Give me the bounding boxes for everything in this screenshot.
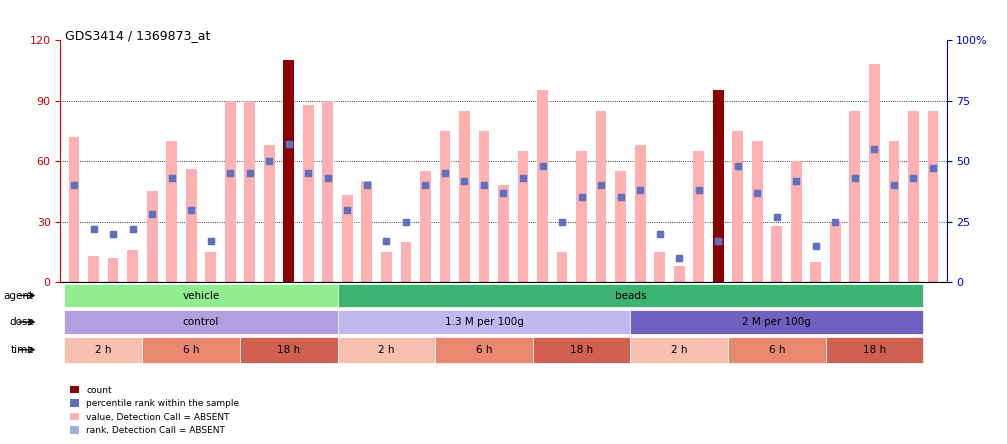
Bar bbox=[596, 111, 606, 282]
Text: 18 h: 18 h bbox=[277, 345, 300, 355]
Bar bbox=[401, 242, 411, 282]
FancyBboxPatch shape bbox=[533, 337, 630, 363]
Text: time: time bbox=[10, 345, 34, 355]
Bar bbox=[478, 131, 489, 282]
Bar bbox=[322, 100, 333, 282]
Bar bbox=[908, 111, 918, 282]
Bar bbox=[283, 60, 294, 282]
Text: agent: agent bbox=[4, 290, 34, 301]
Bar bbox=[68, 137, 80, 282]
Bar bbox=[89, 256, 99, 282]
Bar bbox=[362, 181, 373, 282]
Bar bbox=[264, 145, 275, 282]
Text: control: control bbox=[182, 317, 220, 327]
FancyBboxPatch shape bbox=[630, 337, 728, 363]
Bar bbox=[245, 100, 255, 282]
FancyBboxPatch shape bbox=[240, 337, 337, 363]
Bar bbox=[440, 131, 450, 282]
Bar bbox=[147, 191, 157, 282]
Bar bbox=[420, 171, 431, 282]
Bar bbox=[732, 131, 743, 282]
Text: 2 M per 100g: 2 M per 100g bbox=[742, 317, 812, 327]
Bar bbox=[655, 252, 665, 282]
Text: 2 h: 2 h bbox=[671, 345, 688, 355]
Bar bbox=[381, 252, 392, 282]
Bar bbox=[576, 151, 587, 282]
Text: vehicle: vehicle bbox=[182, 290, 220, 301]
Bar bbox=[186, 169, 196, 282]
Text: 2 h: 2 h bbox=[95, 345, 112, 355]
Bar bbox=[518, 151, 529, 282]
FancyBboxPatch shape bbox=[64, 284, 337, 308]
Bar bbox=[927, 111, 939, 282]
Bar bbox=[108, 258, 119, 282]
Bar bbox=[459, 111, 470, 282]
Bar bbox=[694, 151, 704, 282]
Text: 6 h: 6 h bbox=[183, 345, 199, 355]
FancyBboxPatch shape bbox=[826, 337, 923, 363]
FancyBboxPatch shape bbox=[337, 284, 923, 308]
Text: GDS3414 / 1369873_at: GDS3414 / 1369873_at bbox=[65, 29, 210, 42]
Bar bbox=[615, 171, 626, 282]
Bar bbox=[674, 266, 685, 282]
Text: dose: dose bbox=[9, 317, 34, 327]
Bar bbox=[166, 141, 177, 282]
Bar bbox=[830, 222, 841, 282]
Bar bbox=[771, 226, 782, 282]
Bar bbox=[850, 111, 860, 282]
Bar bbox=[205, 252, 217, 282]
FancyBboxPatch shape bbox=[337, 310, 630, 334]
FancyBboxPatch shape bbox=[435, 337, 533, 363]
Text: 6 h: 6 h bbox=[475, 345, 492, 355]
FancyBboxPatch shape bbox=[64, 310, 337, 334]
Bar bbox=[225, 100, 236, 282]
Text: 18 h: 18 h bbox=[863, 345, 886, 355]
Bar bbox=[303, 105, 313, 282]
Bar bbox=[537, 91, 548, 282]
Bar bbox=[498, 185, 509, 282]
Bar bbox=[869, 64, 880, 282]
Bar bbox=[634, 145, 645, 282]
FancyBboxPatch shape bbox=[728, 337, 826, 363]
Bar bbox=[557, 252, 567, 282]
Bar bbox=[790, 161, 802, 282]
Bar bbox=[127, 250, 138, 282]
Legend: count, percentile rank within the sample, value, Detection Call = ABSENT, rank, : count, percentile rank within the sample… bbox=[69, 385, 240, 435]
Bar bbox=[752, 141, 762, 282]
FancyBboxPatch shape bbox=[630, 310, 923, 334]
Bar bbox=[283, 60, 294, 282]
FancyBboxPatch shape bbox=[337, 337, 435, 363]
Bar bbox=[342, 195, 352, 282]
Text: 2 h: 2 h bbox=[379, 345, 395, 355]
Text: 1.3 M per 100g: 1.3 M per 100g bbox=[444, 317, 524, 327]
Bar bbox=[713, 91, 724, 282]
Bar bbox=[713, 242, 724, 282]
Bar bbox=[811, 262, 821, 282]
Text: 6 h: 6 h bbox=[768, 345, 785, 355]
FancyBboxPatch shape bbox=[142, 337, 240, 363]
Text: 18 h: 18 h bbox=[570, 345, 593, 355]
FancyBboxPatch shape bbox=[64, 337, 142, 363]
Bar bbox=[888, 141, 899, 282]
Text: beads: beads bbox=[614, 290, 646, 301]
